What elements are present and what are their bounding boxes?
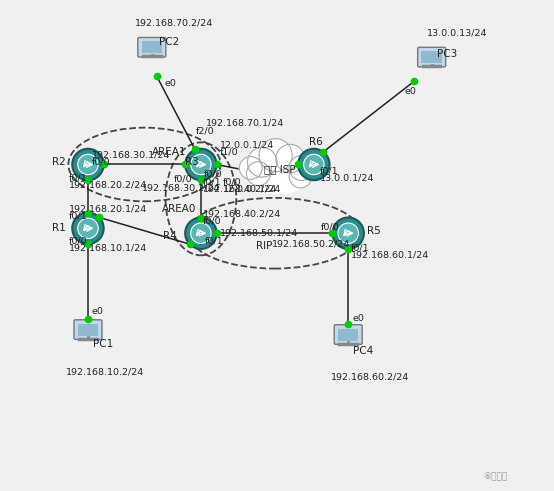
Text: RIP: RIP — [257, 242, 273, 251]
Text: ⑥亿速云: ⑥亿速云 — [484, 472, 508, 481]
Text: R1: R1 — [52, 223, 66, 233]
Text: 192.168.40.1/24: 192.168.40.1/24 — [203, 185, 281, 193]
Text: PC1: PC1 — [93, 339, 113, 349]
FancyBboxPatch shape — [334, 325, 362, 344]
FancyBboxPatch shape — [74, 320, 102, 339]
Bar — [338, 328, 358, 341]
Bar — [422, 51, 442, 63]
Bar — [252, 168, 307, 187]
Text: 192.168.30.2/24: 192.168.30.2/24 — [142, 184, 220, 192]
Circle shape — [72, 213, 104, 244]
Text: AREA1: AREA1 — [152, 147, 186, 157]
Text: f0/0: f0/0 — [174, 175, 193, 184]
Text: R5: R5 — [367, 226, 381, 236]
Text: f0/1: f0/1 — [351, 244, 370, 252]
Text: f0/1: f0/1 — [320, 167, 338, 176]
Circle shape — [191, 154, 211, 175]
Circle shape — [185, 149, 217, 180]
Text: PC4: PC4 — [353, 346, 373, 356]
Text: 192.168.60.1/24: 192.168.60.1/24 — [351, 251, 429, 260]
Text: R4: R4 — [162, 231, 176, 241]
Circle shape — [298, 149, 330, 180]
Circle shape — [304, 154, 324, 175]
Text: 192.168.10.1/24: 192.168.10.1/24 — [69, 244, 147, 252]
Circle shape — [185, 218, 217, 249]
Text: f0/0: f0/0 — [203, 217, 222, 225]
Text: f0/0: f0/0 — [203, 170, 222, 179]
FancyBboxPatch shape — [418, 47, 445, 67]
Circle shape — [78, 218, 98, 239]
Text: f2/0: f2/0 — [196, 127, 214, 136]
Bar — [78, 324, 98, 336]
Text: f0/1: f0/1 — [205, 236, 223, 245]
Text: 192.168.50.2/24: 192.168.50.2/24 — [272, 240, 350, 248]
Circle shape — [332, 218, 364, 249]
Text: 192.168.50.1/24: 192.168.50.1/24 — [219, 229, 298, 238]
Text: R6: R6 — [309, 137, 322, 147]
Text: 192.168.70.2/24: 192.168.70.2/24 — [135, 19, 213, 27]
Text: 192.168.20.1/24: 192.168.20.1/24 — [69, 204, 147, 213]
Text: 13.0.0.13/24: 13.0.0.13/24 — [427, 28, 488, 37]
Text: PC2: PC2 — [159, 37, 179, 47]
Text: 12.0.0.2/24: 12.0.0.2/24 — [223, 185, 277, 193]
Text: 12.0.0.1/24: 12.0.0.1/24 — [219, 140, 274, 149]
Circle shape — [289, 156, 314, 181]
FancyBboxPatch shape — [138, 37, 166, 57]
Text: e0: e0 — [164, 79, 176, 88]
Circle shape — [248, 147, 277, 177]
Text: 192.168.70.1/24: 192.168.70.1/24 — [206, 118, 284, 127]
Circle shape — [338, 223, 358, 244]
Circle shape — [259, 138, 292, 172]
Bar — [141, 41, 162, 54]
Text: 电信 ISP: 电信 ISP — [264, 164, 295, 174]
Text: f0/1: f0/1 — [69, 212, 88, 220]
Text: 13.0.0.1/24: 13.0.0.1/24 — [320, 174, 374, 183]
Text: f0/0: f0/0 — [223, 177, 242, 186]
Circle shape — [276, 144, 304, 173]
Text: 192.168.10.2/24: 192.168.10.2/24 — [66, 368, 144, 377]
Circle shape — [191, 223, 211, 244]
Text: 192.168.60.2/24: 192.168.60.2/24 — [331, 373, 409, 382]
Text: f1/0: f1/0 — [219, 148, 238, 157]
Text: f0/1: f0/1 — [203, 177, 222, 186]
Ellipse shape — [245, 145, 314, 193]
Text: e0: e0 — [92, 307, 104, 316]
Circle shape — [289, 165, 312, 188]
Text: f0/0: f0/0 — [92, 157, 110, 166]
Circle shape — [239, 157, 262, 179]
Text: f0/0: f0/0 — [69, 236, 88, 245]
Text: R2: R2 — [52, 157, 66, 167]
Text: AREA0: AREA0 — [162, 204, 196, 214]
Circle shape — [78, 154, 98, 175]
Text: 192.168.20.2/24: 192.168.20.2/24 — [69, 181, 147, 190]
Text: R3: R3 — [184, 157, 198, 167]
Text: f0/1: f0/1 — [69, 174, 88, 183]
Text: e0: e0 — [404, 87, 417, 96]
Text: f0/0: f0/0 — [321, 223, 340, 232]
Circle shape — [247, 162, 270, 186]
Circle shape — [72, 149, 104, 180]
Text: PC3: PC3 — [437, 49, 457, 59]
Text: 192.168.40.2/24: 192.168.40.2/24 — [203, 209, 281, 218]
Text: e0: e0 — [352, 314, 364, 323]
Text: 192.168.30.1/24: 192.168.30.1/24 — [92, 150, 170, 159]
